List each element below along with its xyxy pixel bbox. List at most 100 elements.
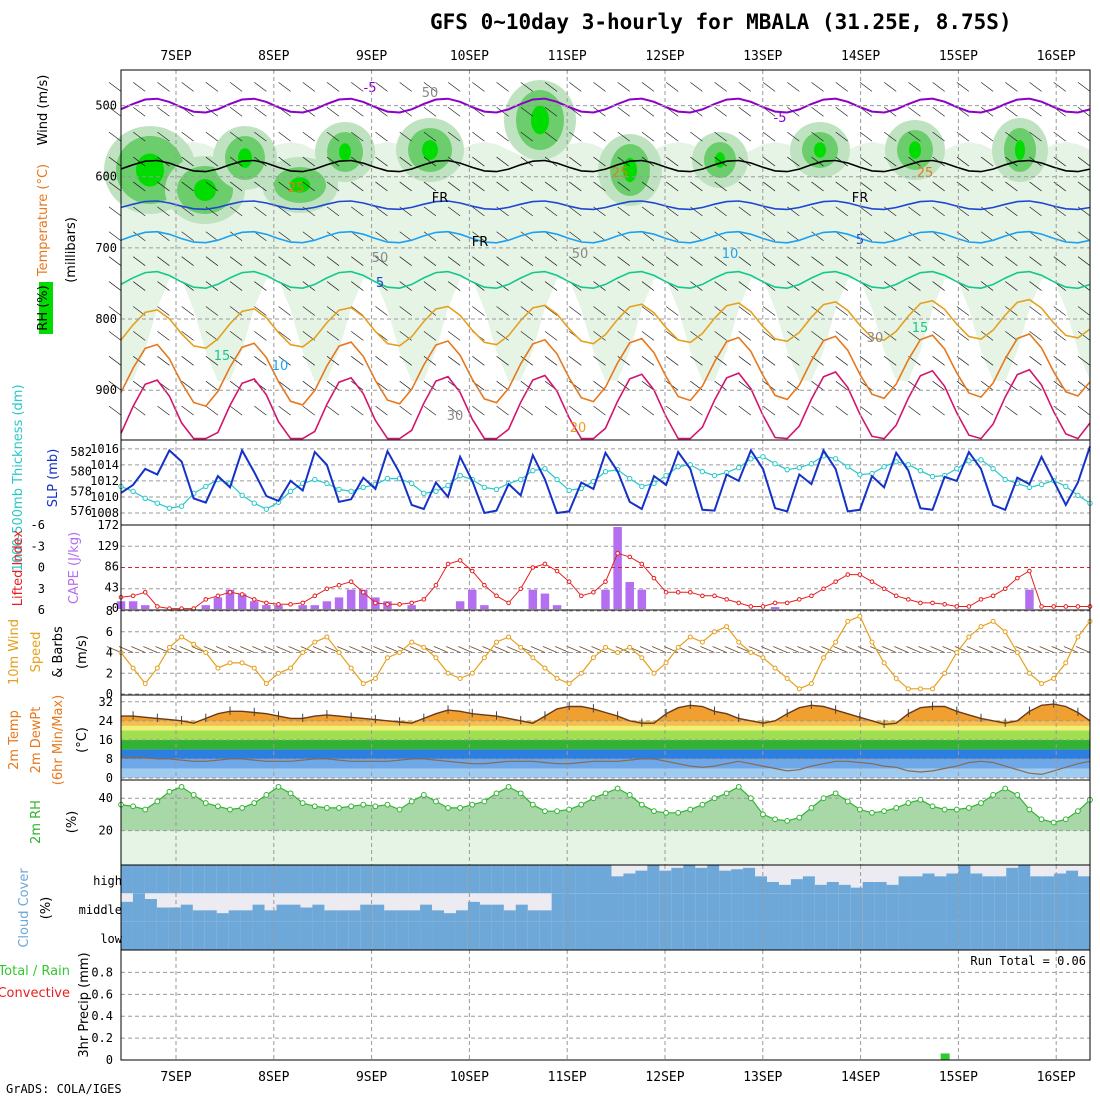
wind-barb — [908, 131, 921, 142]
wind-barb — [593, 131, 606, 142]
wind-barb — [544, 331, 558, 341]
cloud-bar — [599, 865, 612, 894]
wind-barb — [569, 156, 582, 167]
rh2m-point — [941, 806, 948, 813]
wind-barb — [254, 256, 267, 266]
temperature-band — [121, 768, 1090, 778]
wind-barb — [714, 181, 727, 192]
precip-axis-label: 3hr Precip (mm) — [77, 952, 92, 1057]
cloud-bar — [372, 865, 385, 894]
wind-barb-10m — [361, 646, 376, 653]
date-label-top: 14SEP — [841, 49, 880, 64]
rh2m-point — [784, 817, 791, 824]
wind-barb — [762, 405, 776, 416]
rh2m-point — [881, 808, 887, 815]
wind-barb — [665, 181, 679, 192]
wind-barb-10m — [458, 646, 473, 653]
wind-barb — [1005, 331, 1018, 341]
wind-barb — [1077, 181, 1091, 192]
wind-barb — [181, 206, 194, 217]
date-label-bottom: 16SEP — [1037, 1070, 1076, 1085]
wind-speed-point — [627, 644, 633, 650]
wind-barb — [641, 181, 655, 192]
cloud-bar — [276, 921, 289, 950]
wind-speed-point — [493, 639, 499, 645]
cloud-bar — [252, 865, 266, 894]
wind-barb — [133, 231, 146, 242]
cloud-bar — [240, 921, 254, 950]
temperature-band — [121, 739, 1090, 750]
wind-speed-point — [954, 650, 960, 655]
wind-barb — [665, 405, 679, 416]
wind-barb — [956, 206, 970, 217]
rh2m-point — [1050, 819, 1057, 826]
wind-barb — [472, 131, 485, 142]
rh2m-point — [578, 801, 585, 808]
wind-speed-point — [917, 686, 923, 692]
lifted-index-point — [663, 589, 669, 595]
lifted-index-point — [385, 602, 390, 607]
wind-barb — [496, 356, 509, 366]
wind-barb — [181, 156, 194, 167]
cloud-bar — [707, 893, 720, 922]
cloud-bar — [348, 910, 361, 922]
wind-speed-point — [603, 644, 608, 650]
wind-barb — [278, 206, 291, 217]
cloud-bar — [444, 921, 457, 950]
rh2m-point — [990, 792, 996, 798]
date-label-top: 8SEP — [258, 49, 289, 64]
lifted-index-point — [1063, 604, 1069, 609]
cape-bar — [140, 605, 150, 609]
wind-barb — [569, 181, 582, 192]
thickness-point — [748, 456, 754, 462]
wind-barb — [133, 281, 146, 291]
rh2m-point — [832, 790, 839, 797]
cloud-bar — [192, 910, 206, 922]
wind-barb — [1029, 181, 1042, 192]
cloud-bar — [479, 904, 493, 922]
rh-area — [121, 786, 1090, 831]
cloud-bar — [551, 921, 565, 950]
wind-barb — [326, 405, 340, 416]
cloud-bar — [144, 865, 158, 894]
cape-bar — [213, 597, 223, 609]
cloud-bar — [850, 921, 864, 950]
temp2m-axis-label-3: (6hr Min/Max) — [51, 695, 66, 785]
wind-barb — [811, 181, 824, 192]
wind-barb-10m — [821, 646, 836, 653]
wind-barb — [351, 281, 364, 291]
wind-speed-point — [239, 660, 245, 666]
thickness-point — [1026, 484, 1033, 491]
cloud-bar — [874, 921, 888, 950]
rh-shade-high — [909, 141, 921, 159]
cloud-bar — [156, 907, 170, 922]
wind-speed-point — [833, 639, 839, 645]
wind-barb — [399, 256, 412, 266]
wind-barb — [447, 206, 461, 217]
wind-barb — [617, 281, 630, 291]
wind-barb — [908, 405, 921, 416]
cloud-bar — [204, 921, 218, 950]
cloud-bar — [886, 884, 900, 894]
wind-barb — [472, 181, 485, 192]
cloud-bar — [432, 921, 445, 950]
thickness-point — [142, 495, 148, 501]
cloud-bar — [432, 910, 445, 922]
wind-speed-point — [1014, 650, 1020, 655]
cloud-bar — [898, 893, 912, 922]
wind-barb — [883, 82, 897, 92]
thickness-line — [120, 455, 1091, 510]
temperature-tick: 16 — [99, 733, 113, 747]
wind-barb — [738, 331, 752, 341]
wind-barb — [520, 281, 534, 291]
wind-barb-10m — [288, 646, 303, 653]
wind-barb — [157, 206, 170, 217]
cloud-bar — [575, 921, 589, 950]
wind-barb — [229, 331, 243, 341]
wind-barb — [932, 331, 945, 341]
wind-barb — [108, 281, 122, 291]
cape-bar — [455, 601, 465, 609]
wind-barb — [399, 306, 412, 316]
lifted-index-point — [869, 579, 875, 584]
cloud-bar — [180, 904, 194, 922]
